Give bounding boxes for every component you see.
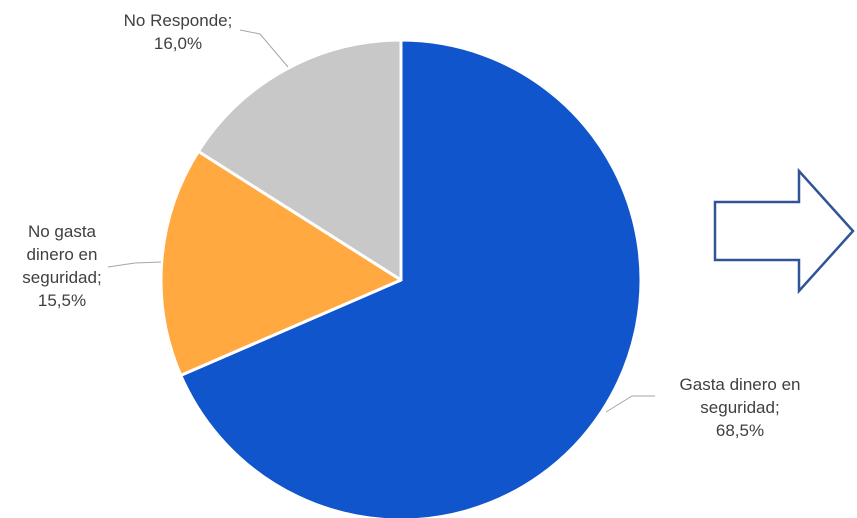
slice-label-line: Gasta dinero en <box>680 375 801 394</box>
slice-label-1: Gasta dinero en seguridad; 68,5% <box>680 375 801 440</box>
slice-label-line: No gasta <box>28 222 97 241</box>
pie-slice-3 <box>196 38 403 282</box>
leader-line-3 <box>239 29 289 68</box>
right-arrow-outline-icon <box>713 167 855 295</box>
slice-label-line: seguridad; <box>700 398 779 417</box>
slice-label-3: No Responde; 16,0% <box>124 11 233 53</box>
slice-label-2: No gasta dinero en seguridad; 15,5% <box>22 222 101 310</box>
pie-slice-2 <box>159 149 403 377</box>
pie-slices <box>159 38 643 518</box>
slice-label-line: No Responde; <box>124 11 233 30</box>
slice-labels: Gasta dinero en seguridad; 68,5% No gasta di… <box>22 11 800 440</box>
slice-label-line: 16,0% <box>154 34 202 53</box>
leader-line-2 <box>107 261 162 268</box>
slice-label-line: 68,5% <box>716 421 764 440</box>
leader-line-1 <box>605 395 655 413</box>
slice-label-line: dinero en <box>27 245 98 264</box>
slice-label-line: seguridad; <box>22 268 101 287</box>
leader-lines <box>107 29 655 413</box>
slice-label-line: 15,5% <box>38 291 86 310</box>
pie-slice-1 <box>179 38 643 518</box>
